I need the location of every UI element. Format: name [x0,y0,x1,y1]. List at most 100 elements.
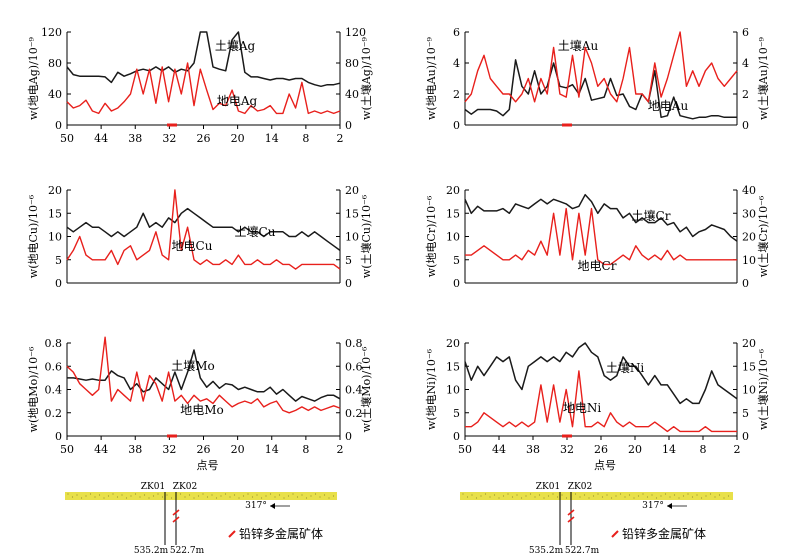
x-tick-label: 32 [560,443,574,456]
x-tick-label: 38 [128,132,142,145]
dip-label: 317° [245,501,267,511]
ground-speckle [260,497,263,499]
ground-speckle [651,494,653,496]
y-axis-label-left: w(地电Ag)/10⁻⁹ [27,36,40,119]
ground-speckle [664,493,667,495]
ground-speckle [121,494,123,496]
cross-section-2: ZK01 ZK02 535.2m 522.7m 317° 铅锌多金属矿体 [460,482,733,556]
y-axis-label-right: w(土壤Ag)/10⁻⁹ [359,36,373,119]
ground-speckle [310,495,312,497]
ground-speckle [274,496,276,498]
y-tick-label-right: 10 [345,231,359,244]
legend-swatch [611,530,619,538]
series-label: 地电Au [648,99,689,113]
ground-speckle [332,495,335,497]
x-axis-label: 点号 [197,459,219,472]
ground-speckle [184,496,186,498]
x-tick-label: 26 [594,443,608,456]
ground-speckle [148,497,150,499]
series-label: 地电Mo [180,403,224,417]
series-line-geo [465,207,737,266]
legend-label: 铅锌多金属矿体 [622,526,706,541]
y-tick-label-left: 0 [55,277,62,290]
y-tick-label-left: 0.2 [45,407,63,420]
x-tick-label: 8 [700,443,707,456]
x-tick-label: 14 [265,132,279,145]
ground-speckle [197,495,200,497]
y-tick-label-right: 20 [742,231,756,244]
y-tick-label-left: 80 [48,57,62,70]
y-axis-label-left: w(地电Cu)/10⁻⁶ [27,194,40,278]
chart-panel-5: 0 0.2 0.4 0.6 0.8 0 0.2 0.4 0.6 0.8 w(地电Mo)/10⁻⁶ w(… [27,336,373,472]
ground-speckle [484,493,487,495]
y-tick-label-left: 0 [55,119,62,132]
ground-speckle [166,494,168,496]
ground-speckle [229,496,231,498]
series-line-geo [464,31,738,103]
ground-surface [65,492,337,500]
ground-speckle [507,493,509,495]
ground-speckle [292,493,294,495]
ground-speckle [98,494,101,496]
ground-speckle [727,495,730,497]
chart-panel-2: 0 2 4 6 0 2 4 6 w(地电Au)/10⁻⁹ w(土壤Au)/10⁻⁹ 土壤Au 地电Au [425,26,770,132]
x-tick-label: 8 [302,132,309,145]
ground-surface [460,492,733,500]
ground-speckle [552,493,554,495]
ground-speckle [615,495,617,497]
depth-label: 522.7m [565,546,600,556]
x-tick-label: 2 [734,443,741,456]
y-tick-label-right: 0.6 [345,360,363,373]
y-tick-label-right: 10 [742,384,756,397]
ground-speckle [134,493,137,495]
drill-hole-label: ZK02 [568,482,592,492]
drill-hole-label: ZK01 [536,482,560,492]
ground-speckle [319,496,321,498]
y-tick-label-right: 0.8 [345,337,363,350]
ground-speckle [323,494,326,496]
y-axis-label-right: w(土壤Cu)/10⁻⁶ [359,194,373,278]
y-tick-label-right: 0 [345,277,352,290]
y-tick-label-right: 40 [345,88,359,101]
series-line-soil [464,59,737,120]
ground-speckle [493,494,496,496]
ground-speckle [705,495,707,497]
orebody-symbol [172,509,180,523]
ground-speckle [592,495,595,497]
x-tick-label: 50 [458,443,472,456]
y-tick-label-right: 5 [345,254,352,267]
drill-hole-label: ZK02 [173,482,197,492]
y-tick-label-left: 0.4 [45,384,63,397]
ground-speckle [556,496,559,498]
x-tick-label: 14 [662,443,676,456]
ground-speckle [256,494,258,496]
ground-speckle [143,494,146,496]
ground-speckle [709,493,712,495]
ground-speckle [170,497,173,499]
y-tick-label-right: 6 [742,26,749,39]
ground-speckle [238,497,240,499]
ground-speckle [624,496,626,498]
series-line-soil [464,193,738,242]
y-tick-label-right: 5 [742,407,749,420]
ground-speckle [220,495,222,497]
ground-speckle [691,496,694,498]
ground-speckle [583,494,586,496]
ground-speckle [305,497,308,499]
y-tick-label-left: 20 [446,184,460,197]
series-label: 地电Ni [563,401,602,415]
x-tick-label: 32 [162,132,176,145]
ground-speckle [112,493,114,495]
series-label: 土壤Cr [632,208,671,223]
ground-speckle [247,493,249,495]
dip-arrow-head [270,503,275,509]
x-tick-label: 20 [231,132,245,145]
y-tick-label-left: 15 [446,207,460,220]
ground-speckle [251,496,254,498]
y-tick-label-right: 10 [742,254,756,267]
y-tick-label-right: 20 [345,184,359,197]
y-tick-label-left: 10 [48,231,62,244]
ground-speckle [520,497,523,499]
ground-speckle [678,497,680,499]
ground-speckle [633,497,635,499]
